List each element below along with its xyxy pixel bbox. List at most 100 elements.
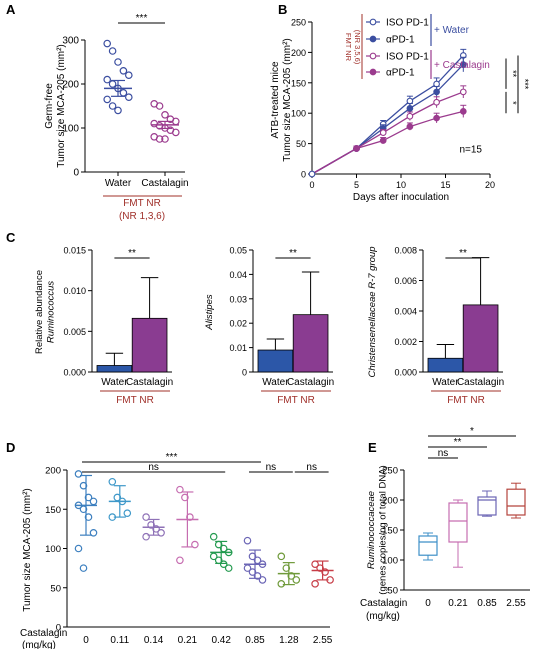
x-tick-label: Water: [105, 178, 132, 189]
data-point: [379, 137, 387, 144]
data-point: [147, 521, 155, 529]
data-point: [125, 93, 133, 102]
data-point: [119, 67, 128, 75]
panel-letters: A B C D E: [6, 2, 377, 455]
significance-label: *: [470, 426, 474, 437]
x-tick-label: 0: [83, 635, 89, 646]
significance-label: **: [128, 248, 136, 259]
x-tick-label: 0.85: [477, 598, 497, 609]
data-point: [287, 572, 296, 580]
data-point: [123, 509, 132, 517]
y-tick-label: 50: [387, 586, 398, 597]
legend-group-label: + Castalagin: [434, 60, 490, 71]
significance-label: ns: [148, 462, 159, 473]
data-point: [181, 493, 189, 502]
x-tick-label: 10: [396, 180, 406, 190]
data-point: [74, 544, 83, 553]
data-point: [142, 513, 150, 521]
footer-sublabel: (NR 1,3,6): [119, 211, 165, 222]
data-point: [103, 95, 112, 104]
y-tick-label: 0.005: [63, 327, 86, 337]
y-tick-label: 100: [45, 544, 61, 555]
y-tick-label: 200: [62, 80, 79, 91]
legend-marker: [369, 35, 377, 43]
x-tick-label: 0.85: [245, 635, 265, 646]
y-tick-label: 0: [301, 170, 306, 180]
y-axis-label: Germ-free: [44, 83, 55, 129]
data-point: [308, 170, 316, 178]
x-tick-label: 2.55: [506, 598, 526, 609]
data-point: [433, 114, 440, 122]
data-point: [277, 580, 286, 588]
y-axis-label: Ruminococcus: [46, 281, 57, 344]
x-tick-label: 0.14: [144, 635, 164, 646]
data-point: [161, 111, 169, 119]
data-point: [379, 129, 387, 137]
x-tick-label: 5: [354, 180, 359, 190]
x-tick-label: 15: [440, 180, 450, 190]
x-tick-label: Castalagin: [126, 377, 173, 388]
data-point: [89, 528, 98, 537]
x-tick-label: 0.21: [178, 635, 198, 646]
panel-c-ruminococcus: 0.000 0.005 0.010 0.015 Relative abundance Ru…: [34, 246, 173, 407]
significance-label: ns: [266, 462, 277, 473]
data-point: [84, 493, 93, 502]
x-tick-label: Water: [432, 377, 459, 388]
data-point: [157, 528, 165, 537]
data-point: [406, 123, 414, 130]
data-point: [311, 560, 319, 569]
x-tick-label: Castalagin: [141, 178, 188, 189]
significance-label: ***: [520, 79, 530, 90]
data-point: [209, 532, 218, 541]
y-tick-label: 0: [73, 168, 79, 179]
y-tick-label: 0.010: [63, 286, 86, 296]
y-tick-label: 0.008: [394, 246, 417, 256]
data-point: [142, 532, 150, 541]
data-point: [191, 540, 199, 549]
significance-label: **: [454, 437, 462, 448]
data-point: [114, 106, 122, 115]
x-tick-label: 0: [425, 598, 431, 609]
y-tick-label: 0: [56, 623, 61, 634]
y-axis-label: Alistipes: [204, 294, 215, 331]
y-tick-label: 150: [291, 78, 306, 88]
x-tick-label: 2.55: [313, 635, 333, 646]
panel-b: 0 50 100 150 200 250 0 5 10 15 20 Days after inocul…: [270, 14, 530, 203]
data-point: [353, 145, 360, 152]
y-tick-label: 100: [382, 556, 398, 567]
data-point: [172, 117, 180, 126]
data-point: [74, 470, 83, 478]
data-point: [84, 513, 93, 521]
data-point: [108, 80, 117, 88]
data-point: [108, 102, 117, 110]
y-axis-label: Tumor size MCA-205 (mm²): [22, 488, 33, 612]
y-axis-label: Christensenellaceae R-7 group: [367, 247, 378, 378]
footer-label: FMT NR: [277, 395, 315, 406]
significance-label: ns: [306, 462, 317, 473]
x-axis-title-unit: (mg/kg): [366, 611, 400, 622]
legend-marker: [369, 52, 377, 60]
x-tick-label: 0.42: [211, 635, 231, 646]
legend-label: ISO PD-1: [386, 52, 429, 63]
series-line: [311, 64, 464, 175]
y-tick-label: 200: [382, 496, 398, 507]
y-axis-label: Ruminococcaceae: [366, 491, 377, 569]
legend-marker: [369, 68, 377, 76]
x-tick-label: 20: [485, 180, 495, 190]
data-point: [219, 560, 228, 569]
y-tick-label: 150: [45, 505, 61, 516]
data-point: [258, 576, 267, 584]
y-tick-label: 250: [291, 18, 306, 28]
x-axis-title: Castalagin: [360, 598, 407, 609]
significance-label: ***: [166, 452, 178, 463]
panel-letter: B: [278, 2, 287, 17]
data-point: [108, 477, 117, 486]
bar: [427, 357, 464, 373]
bar: [131, 317, 168, 373]
panel-a: 0 100 200 300 Germ-free Tumor size MCA-205 (m…: [44, 13, 189, 222]
data-point: [125, 71, 133, 80]
data-point: [459, 61, 467, 68]
x-tick-label: Castalagin: [287, 377, 334, 388]
y-tick-label: 0.01: [229, 343, 247, 353]
x-tick-label: 0.11: [110, 635, 129, 646]
